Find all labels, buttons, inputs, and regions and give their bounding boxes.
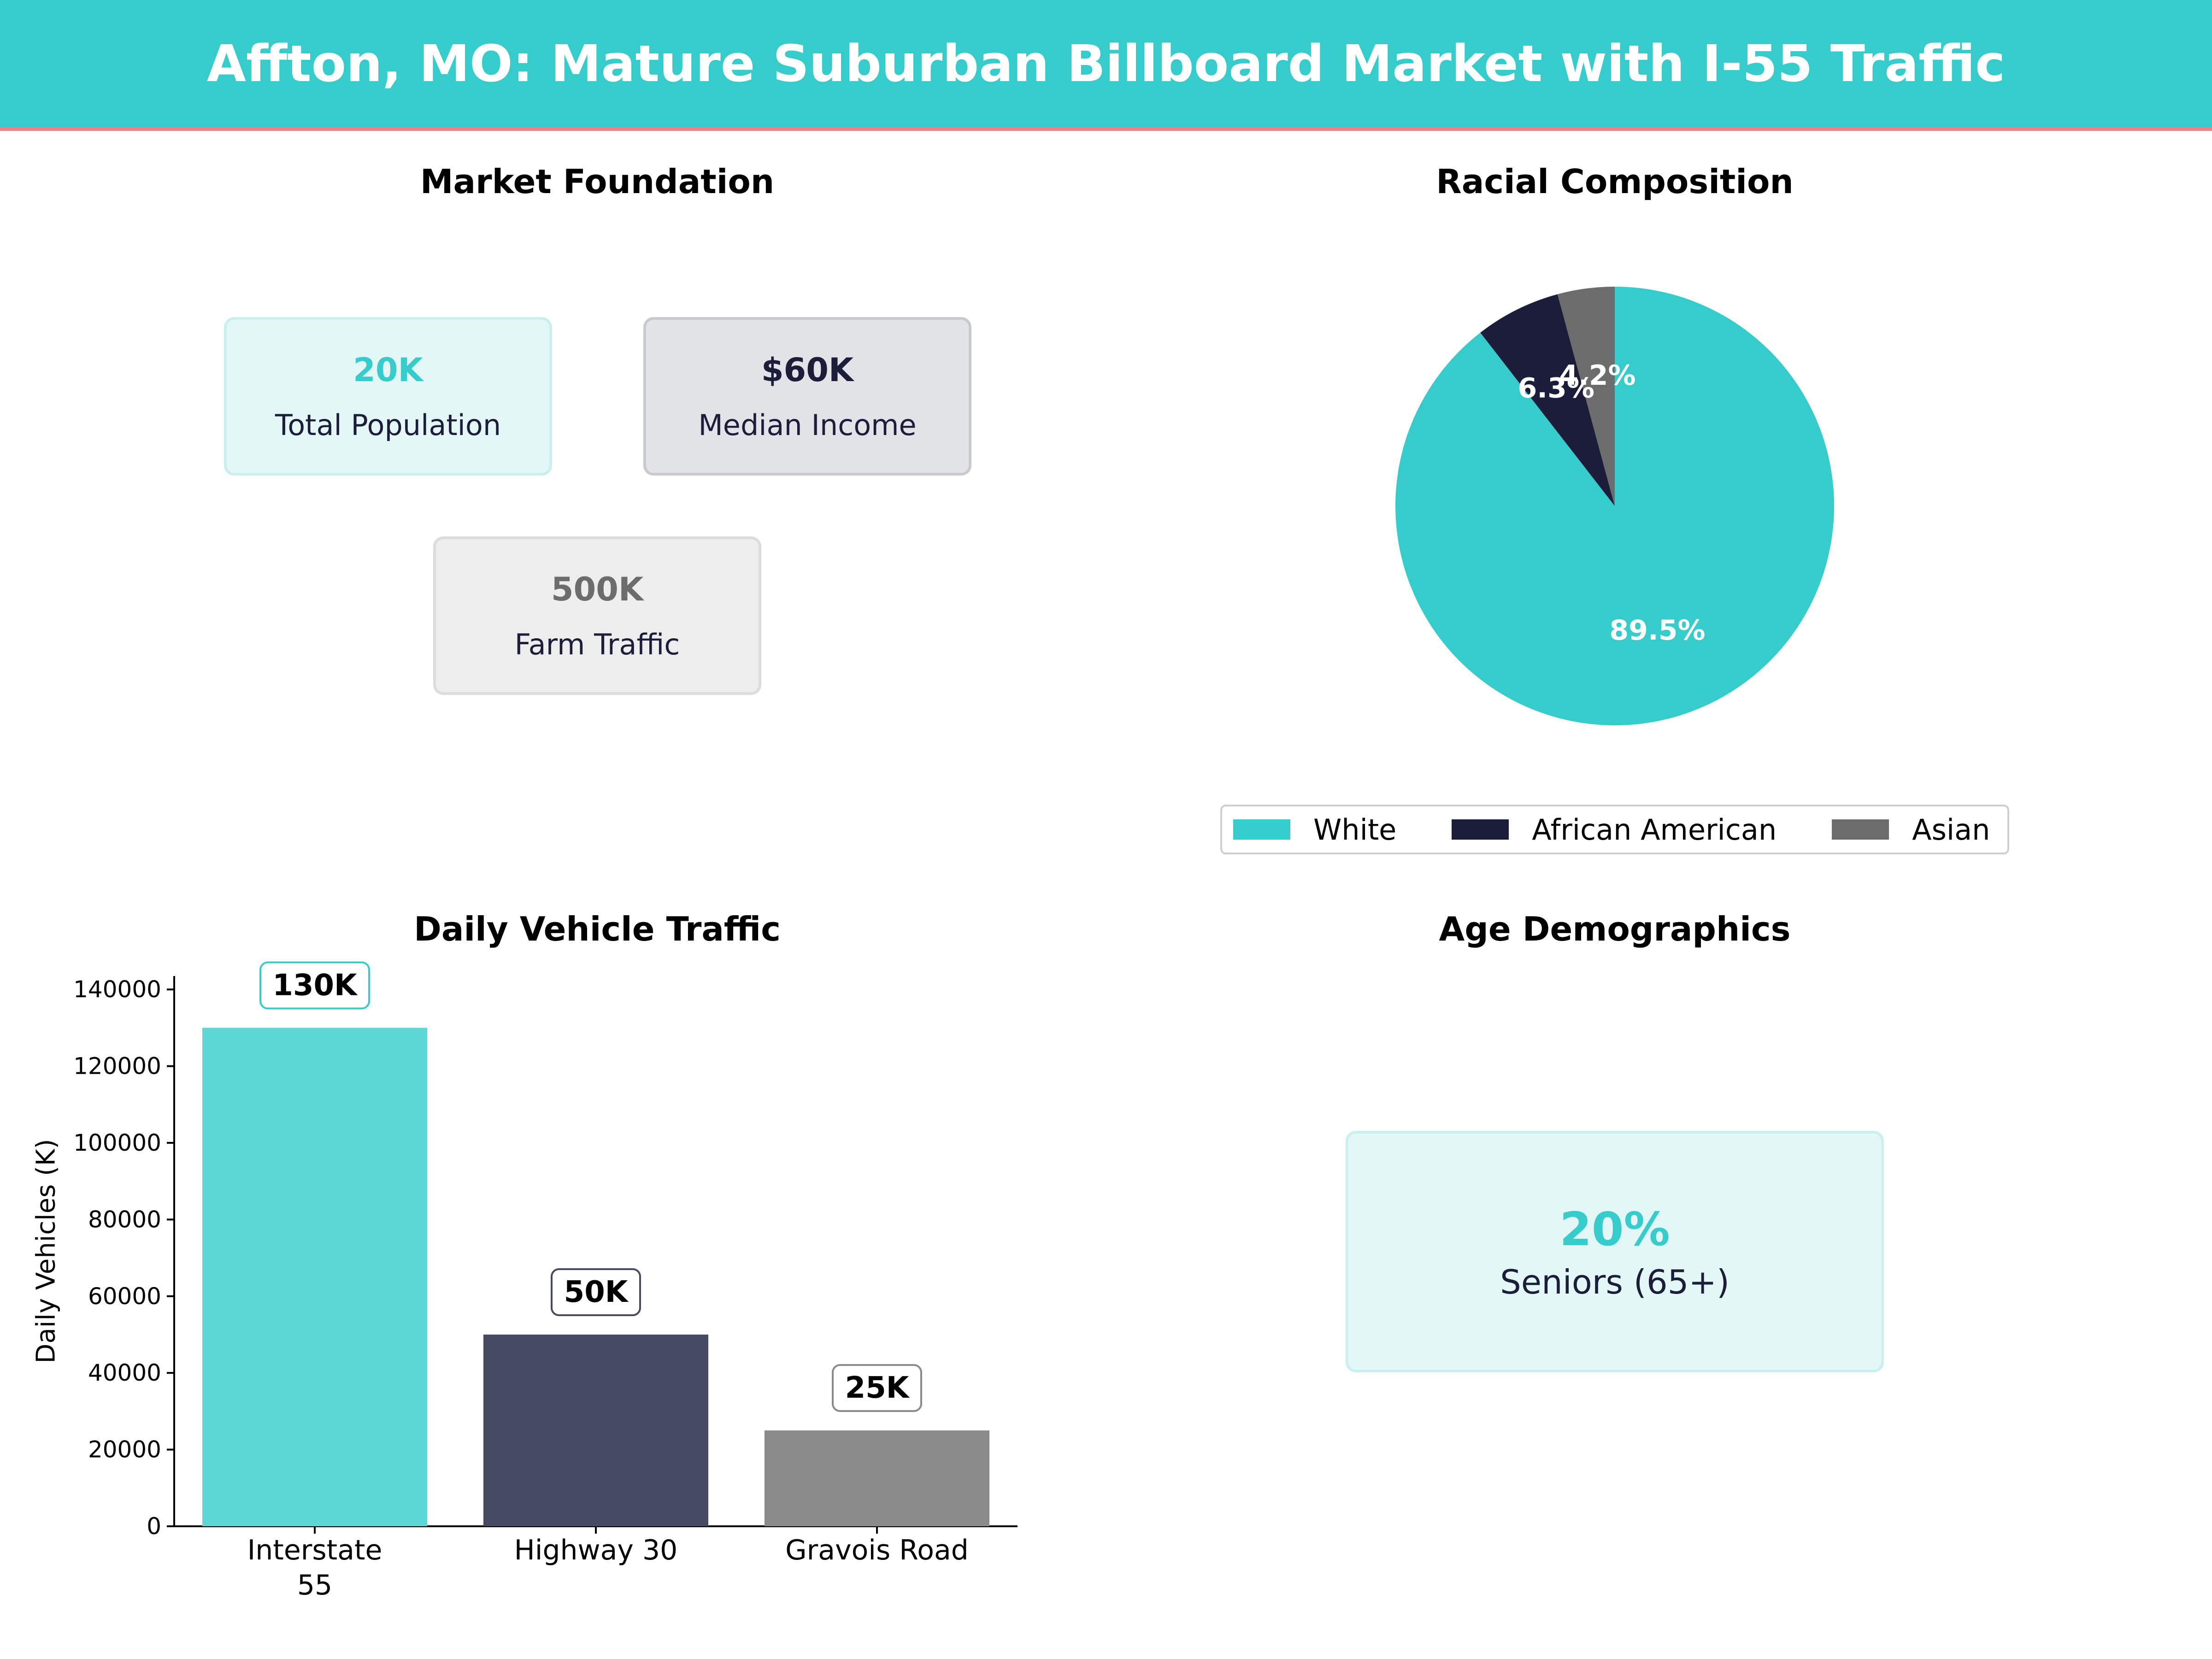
kpi-value-income: $60K — [761, 351, 854, 389]
y-tick-label: 80000 — [88, 1206, 161, 1233]
legend-label-asian: Asian — [1912, 812, 1990, 847]
bar-3 — [765, 1430, 989, 1526]
pie-label-asian: 4.2% — [1559, 359, 1635, 392]
legend-item-white: White — [1233, 813, 1396, 847]
legend-label-african-american: African American — [1532, 812, 1777, 847]
y-tick-label: 60000 — [88, 1283, 161, 1310]
bar-chart: 0 20000 40000 60000 80000 100000 120000 140000 D… — [31, 961, 1018, 1601]
y-axis-label: Daily Vehicles (K) — [31, 1139, 61, 1363]
y-tick-label: 120000 — [73, 1053, 161, 1080]
kpi-card-population: 20K Total Population — [224, 317, 552, 476]
kpi-value-farm-traffic: 500K — [551, 570, 644, 608]
bar-label-box-3 — [832, 1364, 922, 1412]
x-tick-label-2: Highway 30 — [514, 1534, 678, 1566]
age-demographics-title: Age Demographics — [1439, 910, 1791, 948]
kpi-label-population: Total Population — [275, 408, 501, 442]
bar-label-box-2 — [551, 1268, 641, 1316]
y-tick-label: 140000 — [73, 976, 161, 1003]
seniors-value: 20% — [1559, 1202, 1670, 1256]
legend-swatch-african-american — [1452, 819, 1509, 840]
y-tick-label: 0 — [147, 1513, 161, 1540]
y-tick-label: 20000 — [88, 1436, 161, 1463]
pie-legend: White African American Asian — [1220, 805, 2009, 854]
bar-value-label-1: 130K — [272, 968, 358, 1002]
kpi-value-population: 20K — [353, 351, 423, 389]
seniors-card: 20% Seniors (65+) — [1346, 1131, 1884, 1372]
bar-label-box-1 — [259, 961, 370, 1010]
kpi-card-income: $60K Median Income — [643, 317, 971, 476]
page-title: Affton, MO: Mature Suburban Billboard Ma… — [206, 34, 2006, 93]
market-foundation-title: Market Foundation — [420, 162, 775, 201]
x-tick-label-1: Interstate 55 — [247, 1534, 382, 1601]
legend-swatch-asian — [1832, 819, 1889, 840]
kpi-label-farm-traffic: Farm Traffic — [514, 627, 680, 661]
kpi-label-income: Median Income — [698, 408, 917, 442]
pie-slice-african-american — [1480, 294, 1615, 506]
title-banner: Affton, MO: Mature Suburban Billboard Ma… — [0, 0, 2212, 131]
legend-swatch-white — [1233, 819, 1290, 840]
pie-chart: 89.5% 6.3%4.2% — [1395, 287, 1835, 726]
legend-item-african-american: African American — [1452, 813, 1777, 847]
racial-composition-title: Racial Composition — [1436, 162, 1794, 201]
seniors-label: Seniors (65+) — [1500, 1262, 1730, 1301]
legend-label-white: White — [1313, 812, 1397, 847]
bar-value-label-3: 25K — [845, 1371, 910, 1405]
bar-1 — [202, 1028, 427, 1526]
kpi-card-farm-traffic: 500K Farm Traffic — [433, 536, 761, 695]
pie-slice-white — [1395, 287, 1835, 726]
legend-item-asian: Asian — [1832, 813, 1990, 847]
x-tick-label-3: Gravois Road — [785, 1534, 969, 1566]
pie-slice-asian — [1557, 287, 1615, 506]
bar-2 — [483, 1334, 708, 1526]
y-tick-label: 100000 — [73, 1130, 161, 1156]
y-tick-label: 40000 — [88, 1359, 161, 1386]
daily-traffic-title: Daily Vehicle Traffic — [414, 910, 781, 948]
pie-label-african-american: 6.3% — [1518, 372, 1594, 404]
bar-value-label-2: 50K — [564, 1275, 629, 1309]
pie-label-white: 89.5% — [1609, 614, 1705, 647]
